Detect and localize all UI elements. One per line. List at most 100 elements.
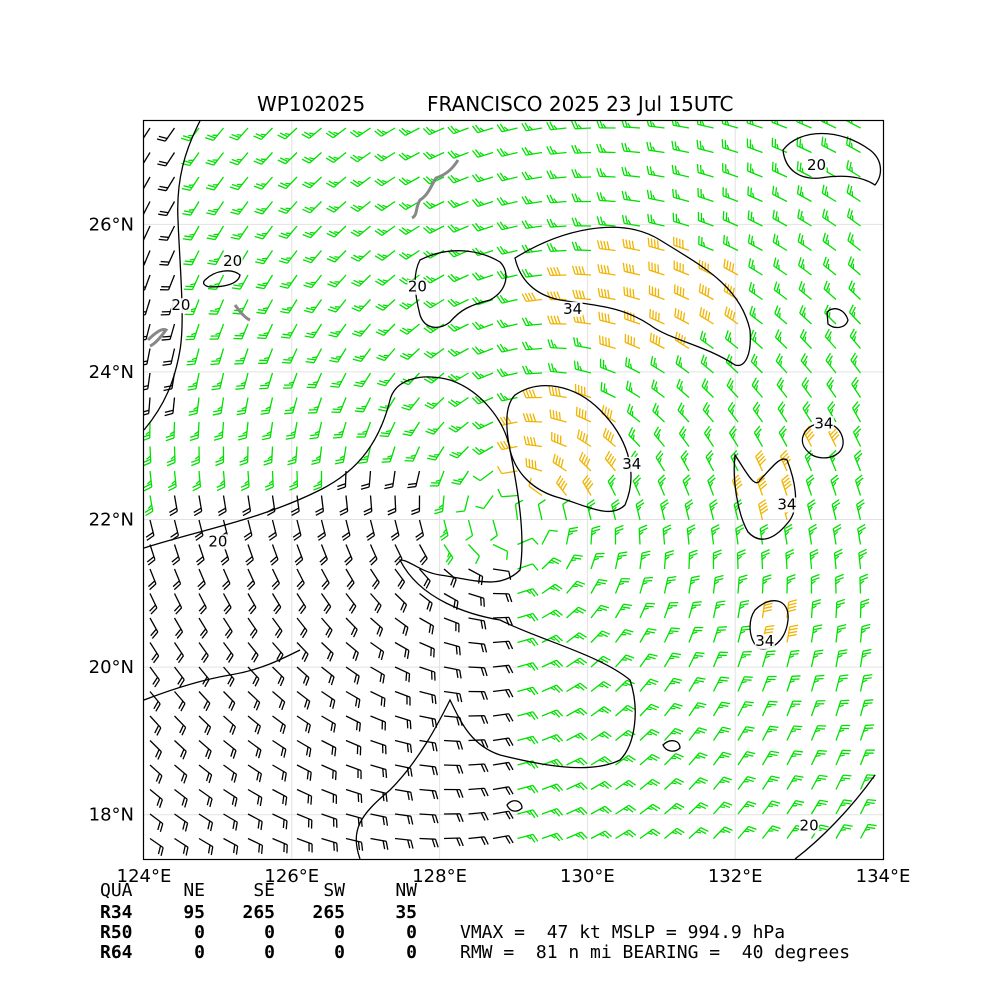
wind-barb xyxy=(419,715,438,728)
wind-barb xyxy=(144,348,151,366)
wind-barb xyxy=(302,225,322,239)
wind-barb xyxy=(566,831,588,840)
wind-barb xyxy=(541,583,563,595)
wind-barb xyxy=(374,127,396,137)
wind-barb xyxy=(517,735,539,745)
wind-barb xyxy=(492,543,509,560)
wind-barb xyxy=(810,749,827,766)
wind-barb xyxy=(598,311,616,325)
wind-barb xyxy=(805,474,815,496)
wind-barb xyxy=(471,222,494,232)
wind-barb xyxy=(394,837,414,849)
wind-barb xyxy=(289,470,299,491)
wind-barb xyxy=(850,352,862,374)
wind-barb xyxy=(663,702,683,717)
wind-barb xyxy=(160,274,176,291)
wind-barb xyxy=(447,273,469,283)
wind-barb xyxy=(169,495,178,517)
contour-label: 34 xyxy=(563,300,582,318)
wind-barb xyxy=(522,413,543,423)
wind-barb xyxy=(223,739,237,759)
wind-barb xyxy=(802,401,813,423)
wind-barb xyxy=(673,260,690,276)
wind-barb xyxy=(240,470,250,492)
wind-barb xyxy=(447,396,469,408)
wind-barb xyxy=(443,690,463,703)
wind-barb xyxy=(761,650,776,668)
wind-barb xyxy=(822,208,837,227)
wind-barb xyxy=(198,666,210,688)
wind-barb xyxy=(546,194,567,204)
wind-barb xyxy=(822,232,837,252)
wind-barb xyxy=(761,574,772,594)
wind-barb xyxy=(350,151,371,163)
wind-barb xyxy=(521,146,543,156)
wind-barb xyxy=(653,426,665,447)
wind-barb xyxy=(269,544,279,566)
wind-barb xyxy=(188,397,200,416)
wind-barb xyxy=(746,138,763,154)
wind-barb xyxy=(321,837,338,852)
wind-barb xyxy=(688,651,705,668)
wind-barb xyxy=(771,161,788,178)
wind-barb xyxy=(309,421,323,440)
wind-barb xyxy=(419,837,439,848)
wind-barb xyxy=(144,421,151,441)
wind-barb xyxy=(205,127,225,141)
wind-barb xyxy=(848,304,861,325)
wind-barb xyxy=(183,274,200,291)
wind-barb xyxy=(752,401,764,423)
wind-barb xyxy=(370,813,389,826)
wind-barb xyxy=(796,121,812,129)
wind-barb xyxy=(598,335,616,350)
radii-header-qua: QUA xyxy=(100,880,133,901)
wind-barb xyxy=(699,330,714,350)
wind-barb xyxy=(517,637,539,647)
wind-barb xyxy=(496,221,518,231)
wind-barb xyxy=(496,245,518,255)
wind-barb xyxy=(517,662,539,671)
wind-barb xyxy=(674,307,690,325)
wind-barb xyxy=(242,495,252,517)
wind-barb xyxy=(571,265,592,276)
wind-barb xyxy=(280,299,298,314)
wind-barb xyxy=(247,813,263,831)
wind-barb xyxy=(211,372,225,391)
wind-barb xyxy=(447,125,469,135)
wind-barb xyxy=(688,702,707,717)
wind-barb xyxy=(639,803,661,815)
wind-barb xyxy=(156,127,176,142)
wind-barb xyxy=(688,777,709,790)
wind-barb xyxy=(722,187,739,203)
wind-barb xyxy=(268,519,278,541)
wind-barb xyxy=(859,724,875,741)
wind-barb xyxy=(747,162,763,178)
wind-barb xyxy=(622,238,641,252)
wind-barb xyxy=(399,323,420,335)
wind-barb xyxy=(547,339,567,350)
wind-barb xyxy=(696,121,714,129)
wind-barb xyxy=(197,568,206,591)
wind-barb xyxy=(566,632,587,644)
wind-barb xyxy=(256,299,274,315)
wind-barb xyxy=(639,602,656,619)
wind-barb xyxy=(423,298,445,309)
wind-barb xyxy=(646,141,665,154)
wind-barb xyxy=(628,427,641,447)
wind-barb xyxy=(447,347,469,357)
wind-barb xyxy=(663,549,675,570)
wind-barb xyxy=(230,201,249,216)
contour-label-bg xyxy=(813,416,834,432)
wind-barb xyxy=(144,470,153,492)
wind-barb xyxy=(541,634,563,644)
wind-barb xyxy=(468,787,489,797)
wind-barb xyxy=(243,519,253,541)
wind-barb xyxy=(419,764,439,776)
wind-barb xyxy=(638,524,648,545)
wind-barb xyxy=(296,568,305,591)
wind-barb xyxy=(247,837,264,855)
lon-tick-label: 132°E xyxy=(708,866,763,887)
wind-barb xyxy=(697,187,714,203)
wind-barb xyxy=(786,574,796,594)
wind-barb xyxy=(375,299,396,311)
